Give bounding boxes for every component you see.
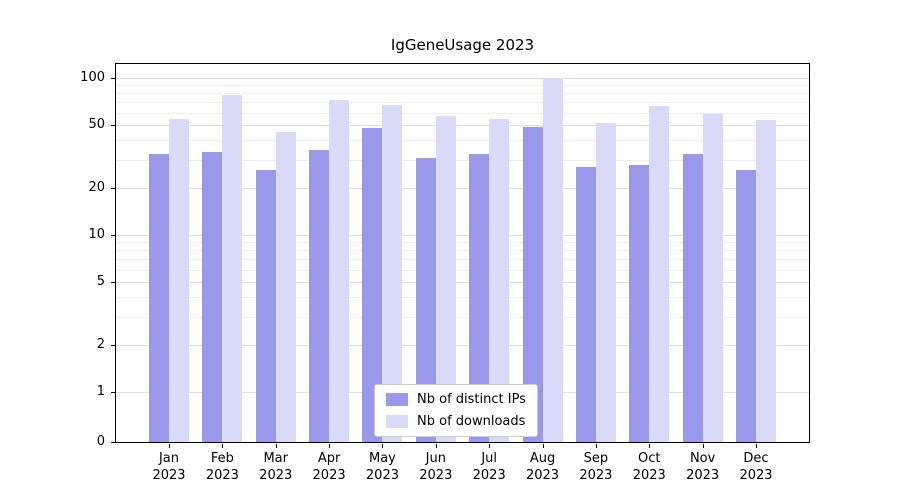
minor-gridline-7 bbox=[116, 259, 809, 261]
legend-label-downloads: Nb of downloads bbox=[417, 414, 526, 429]
chart-title: IgGeneUsage 2023 bbox=[390, 36, 535, 54]
bar-downloads-aug bbox=[542, 78, 563, 442]
gridline-20 bbox=[116, 187, 809, 189]
x-tickmark-dec bbox=[756, 444, 757, 448]
x-tickmark-jul bbox=[489, 444, 491, 448]
bar-downloads-may bbox=[382, 105, 403, 442]
x-ticklabel-sep: Sep 2023 bbox=[579, 451, 613, 483]
bar-downloads-sep bbox=[595, 122, 616, 442]
y-tickmark-0 bbox=[111, 442, 115, 443]
plot-area: Nb of distinct IPs Nb of downloads bbox=[115, 63, 810, 443]
y-ticklabel-2: 2 bbox=[96, 336, 105, 352]
legend-swatch-distinct-ips bbox=[386, 393, 408, 406]
minor-gridline-40 bbox=[116, 140, 809, 142]
x-ticklabel-jun: Jun 2023 bbox=[419, 451, 453, 483]
x-tickmark-jun bbox=[435, 444, 437, 448]
bar-distinct-ips-jun bbox=[415, 157, 436, 442]
gridline-50 bbox=[116, 125, 809, 127]
bar-distinct-ips-apr bbox=[309, 149, 330, 442]
gridline-2 bbox=[116, 344, 809, 346]
gridline-100 bbox=[116, 78, 809, 79]
x-tickmark-feb bbox=[222, 444, 224, 448]
minor-gridline-90 bbox=[116, 85, 809, 87]
y-ticklabel-5: 5 bbox=[96, 274, 105, 290]
y-tickmark-20 bbox=[111, 187, 115, 189]
x-ticklabel-aug: Aug 2023 bbox=[525, 451, 560, 483]
bar-distinct-ips-aug bbox=[522, 126, 543, 442]
x-ticklabel-mar: Mar 2023 bbox=[259, 451, 293, 483]
gridline-5 bbox=[116, 282, 809, 284]
bar-distinct-ips-may bbox=[362, 128, 383, 442]
x-tickmark-oct bbox=[649, 444, 651, 448]
y-tickmark-50 bbox=[111, 125, 115, 127]
bar-distinct-ips-dec bbox=[736, 169, 756, 442]
bar-downloads-oct bbox=[649, 106, 670, 442]
x-tickmark-nov bbox=[702, 444, 704, 448]
bar-distinct-ips-jan bbox=[149, 153, 169, 442]
y-tickmark-5 bbox=[111, 282, 115, 284]
x-tickmark-sep bbox=[595, 444, 597, 448]
x-tickmark-may bbox=[382, 444, 384, 448]
minor-gridline-60 bbox=[116, 112, 809, 114]
x-ticklabel-feb: Feb 2023 bbox=[205, 451, 239, 483]
y-ticklabel-50: 50 bbox=[88, 117, 105, 133]
minor-gridline-6 bbox=[116, 269, 809, 271]
legend-item-distinct-ips: Nb of distinct IPs bbox=[386, 392, 526, 407]
minor-gridline-30 bbox=[116, 160, 809, 162]
bar-distinct-ips-sep bbox=[575, 167, 596, 442]
bar-distinct-ips-mar bbox=[255, 169, 276, 442]
y-ticklabel-0: 0 bbox=[96, 434, 105, 449]
x-tickmark-jan bbox=[169, 444, 170, 448]
y-ticklabel-20: 20 bbox=[88, 179, 105, 195]
bar-downloads-apr bbox=[329, 100, 350, 442]
bar-downloads-jan bbox=[169, 118, 189, 442]
y-tickmark-100 bbox=[111, 78, 115, 79]
y-ticklabel-100: 100 bbox=[80, 70, 105, 85]
x-ticklabel-dec: Dec 2023 bbox=[739, 451, 773, 483]
legend-label-distinct-ips: Nb of distinct IPs bbox=[417, 392, 526, 407]
legend-swatch-downloads bbox=[386, 415, 408, 428]
y-tickmark-10 bbox=[111, 235, 115, 236]
minor-gridline-70 bbox=[116, 102, 809, 104]
legend-item-downloads: Nb of downloads bbox=[386, 414, 526, 429]
bar-downloads-mar bbox=[275, 132, 296, 442]
bar-distinct-ips-nov bbox=[682, 153, 703, 442]
bar-downloads-feb bbox=[222, 94, 243, 442]
y-tickmark-2 bbox=[111, 344, 115, 346]
y-ticklabel-1: 1 bbox=[96, 384, 105, 399]
x-ticklabel-may: May 2023 bbox=[365, 451, 399, 483]
x-ticklabel-jan: Jan 2023 bbox=[152, 451, 186, 483]
x-ticklabel-oct: Oct 2023 bbox=[632, 451, 666, 483]
legend: Nb of distinct IPs Nb of downloads bbox=[374, 384, 538, 437]
x-tickmark-aug bbox=[542, 444, 544, 448]
bar-downloads-nov bbox=[702, 113, 723, 442]
y-tickmark-1 bbox=[111, 392, 115, 393]
minor-gridline-4 bbox=[116, 297, 809, 299]
bar-downloads-jul bbox=[489, 118, 510, 442]
bar-distinct-ips-feb bbox=[202, 151, 223, 442]
x-ticklabel-apr: Apr 2023 bbox=[312, 451, 346, 483]
bar-distinct-ips-oct bbox=[629, 164, 650, 442]
bar-downloads-dec bbox=[756, 120, 776, 442]
x-ticklabel-nov: Nov 2023 bbox=[686, 451, 720, 483]
bar-distinct-ips-jul bbox=[469, 153, 490, 442]
gridline-10 bbox=[116, 235, 809, 236]
minor-gridline-80 bbox=[116, 93, 809, 95]
y-ticklabel-10: 10 bbox=[88, 227, 105, 242]
minor-gridline-9 bbox=[116, 242, 809, 244]
minor-gridline-8 bbox=[116, 250, 809, 252]
x-tickmark-apr bbox=[329, 444, 331, 448]
x-tickmark-mar bbox=[275, 444, 277, 448]
minor-gridline-3 bbox=[116, 317, 809, 319]
x-ticklabel-jul: Jul 2023 bbox=[472, 451, 506, 483]
bar-downloads-jun bbox=[435, 116, 456, 442]
